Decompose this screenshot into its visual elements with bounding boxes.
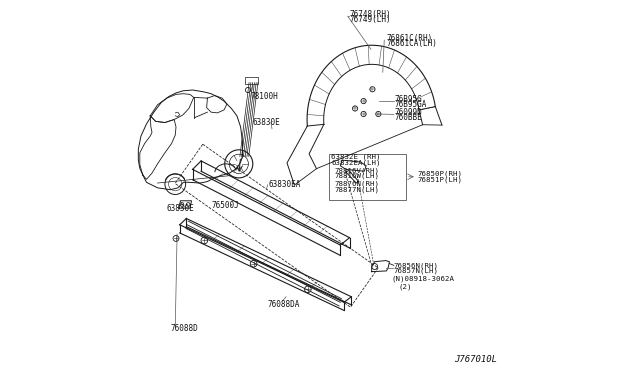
Text: 76099D: 76099D bbox=[395, 108, 422, 117]
Text: 78877N(LH): 78877N(LH) bbox=[335, 186, 380, 193]
Text: 76088DA: 76088DA bbox=[268, 300, 300, 309]
Text: 76B95G: 76B95G bbox=[395, 95, 422, 104]
Text: 76856N(RH): 76856N(RH) bbox=[394, 263, 439, 269]
Text: 63830E: 63830E bbox=[167, 203, 195, 213]
Text: 760BBE: 760BBE bbox=[395, 113, 422, 122]
Text: (N)08918-3062A: (N)08918-3062A bbox=[392, 276, 455, 282]
Text: 78100H: 78100H bbox=[251, 92, 278, 101]
Text: 76748(RH): 76748(RH) bbox=[349, 10, 391, 19]
Text: 63832EA(LH): 63832EA(LH) bbox=[331, 160, 381, 166]
Text: 78816V(RH): 78816V(RH) bbox=[335, 167, 380, 174]
Text: 76857N(LH): 76857N(LH) bbox=[394, 268, 439, 274]
Text: 76749(LH): 76749(LH) bbox=[349, 15, 391, 24]
Text: J767010L: J767010L bbox=[454, 355, 497, 364]
Text: 63832E (RH): 63832E (RH) bbox=[331, 154, 381, 160]
Text: 76088D: 76088D bbox=[170, 324, 198, 333]
Text: 63830E: 63830E bbox=[252, 118, 280, 126]
Text: 63830EA: 63830EA bbox=[268, 180, 301, 189]
Text: 76500J: 76500J bbox=[211, 201, 239, 210]
Text: 76851P(LH): 76851P(LH) bbox=[418, 176, 463, 183]
Text: 78876N(RH): 78876N(RH) bbox=[335, 180, 380, 187]
Text: 76861C(RH): 76861C(RH) bbox=[387, 34, 433, 43]
Text: 76850P(RH): 76850P(RH) bbox=[418, 171, 463, 177]
Text: (2): (2) bbox=[398, 283, 412, 290]
Text: 76861CA(LH): 76861CA(LH) bbox=[387, 39, 437, 48]
Bar bbox=[245, 77, 259, 84]
Text: 78816W(LH): 78816W(LH) bbox=[335, 173, 380, 179]
Text: 76B95GA: 76B95GA bbox=[395, 100, 428, 109]
